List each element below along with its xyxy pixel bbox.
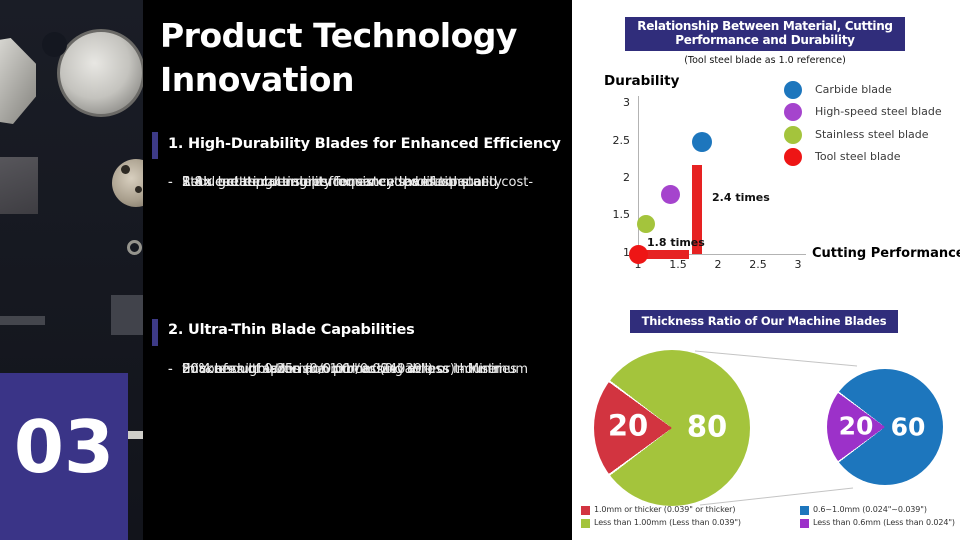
tool-steel-blade-dot — [628, 244, 648, 264]
section2-heading: 2. Ultra-Thin Blade Capabilities — [168, 322, 415, 338]
slide-title: Product Technology Innovation — [160, 16, 517, 99]
pie-legend-label: Less than 0.6mm (Less than 0.024") — [813, 518, 955, 527]
carbide-swatch — [784, 81, 802, 99]
legend-label: Tool steel blade — [815, 150, 901, 163]
page-number-block: 03 — [0, 373, 128, 540]
red-swatch — [581, 506, 590, 515]
y-tick: 3 — [623, 96, 630, 109]
hex-blade-photo — [0, 38, 36, 124]
x-tick: 1.5 — [669, 258, 687, 271]
green-swatch — [581, 519, 590, 528]
pie-value-20: 20 — [607, 408, 649, 443]
legend-label: Carbide blade — [815, 83, 892, 96]
section1-accent-bar — [152, 132, 158, 159]
bullet-text: 1.8× better cutting performance than too… — [182, 175, 493, 190]
pie-value-80: 80 — [686, 409, 728, 444]
y-tick: 2 — [623, 171, 630, 184]
bullet-text: 2.4× greater durability for extended lif… — [182, 175, 474, 190]
pie-chart-title: Thickness Ratio of Our Machine Blades — [630, 310, 898, 333]
pie-value-20: 20 — [838, 411, 874, 441]
pie-legend-label: Less than 1.00mm (Less than 0.039") — [594, 518, 741, 527]
bullet-text: Reduced replacement frequency saves time… — [182, 175, 534, 190]
thickness-pie-thin-breakdown: 20 60 — [827, 369, 943, 485]
circular-blade-photo — [57, 29, 143, 117]
pie-legend-label: 0.6~1.0mm (0.024"~0.039") — [813, 505, 927, 514]
section1-heading: 1. High-Durability Blades for Enhanced E… — [168, 136, 561, 152]
carbide-blade-dot — [692, 131, 712, 152]
stainless-steel-blade-dot — [637, 215, 655, 233]
annotation-2-4-times: 2.4 times — [712, 191, 770, 204]
scatter-chart-subtitle: (Tool steel blade as 1.0 reference) — [684, 55, 846, 66]
x-tick: 1 — [634, 258, 642, 271]
bullet-text: 20% are ultra-thin (0.6mm/0.024" or less… — [182, 362, 529, 377]
y-axis-label: Durability — [604, 73, 680, 89]
pie-value-60: 60 — [890, 412, 926, 442]
flange-hole — [121, 165, 130, 174]
pie-connector-lines — [694, 350, 858, 506]
bullet-text: 80% of our blades are 1.0mm (0.039") or … — [182, 362, 502, 377]
y-tick: 2.5 — [612, 134, 631, 147]
bullet-text: Enables high-precision processing across… — [182, 362, 517, 377]
horizontal-arrow-shaft — [645, 250, 689, 259]
y-tick: 1 — [623, 246, 630, 259]
tool-steel-swatch — [784, 148, 802, 166]
annotation-1-8-times: 1.8 times — [647, 236, 705, 249]
content-panel: Product Technology Innovation 1. High-Du… — [143, 0, 572, 540]
scatter-chart-title-line1: Relationship Between Material, Cutting — [637, 19, 893, 33]
y-axis-line — [638, 96, 639, 254]
flange-disc-photo — [112, 159, 143, 207]
square-plate-photo — [0, 157, 38, 214]
pie-legend-label: 1.0mm or thicker (0.039" or thicker) — [594, 505, 736, 514]
bullet-dash: - — [168, 362, 173, 377]
legend-label: High-speed steel blade — [815, 105, 942, 118]
bullet-dash: - — [168, 362, 173, 377]
thickness-pie-all-blades: 20 80 — [594, 350, 750, 506]
legend-label: Stainless steel blade — [815, 128, 929, 141]
scatter-chart-title: Relationship Between Material, Cutting P… — [625, 17, 905, 51]
high-speed-steel-blade-dot — [660, 184, 680, 204]
stainless-swatch — [784, 126, 802, 144]
y-tick: 1.5 — [612, 208, 631, 221]
metal-edge-photo — [126, 431, 143, 439]
bullet-text: thickness of 0.25mm/0.01" achievable — [182, 362, 433, 377]
bullet-dash: - — [168, 175, 173, 190]
purple-swatch — [800, 519, 809, 528]
charts-panel: Relationship Between Material, Cutting P… — [572, 0, 960, 540]
dark-block-photo — [111, 295, 143, 335]
small-ring-photo — [127, 240, 142, 255]
page-number: 03 — [13, 405, 115, 489]
blade-center-hole — [42, 32, 67, 57]
scatter-plot: 1 1.5 2 2.5 3 3 2.5 2 1.5 1 1.8 times 2.… — [572, 0, 960, 300]
bullet-dash: - — [168, 175, 173, 190]
bullet-text: Stable cutting ensures consistent produc… — [182, 175, 503, 190]
high-speed-swatch — [784, 103, 802, 121]
vertical-arrow-shaft — [692, 165, 702, 254]
x-tick: 2 — [714, 258, 722, 271]
section2-accent-bar — [152, 319, 158, 346]
flange-hole — [135, 186, 142, 193]
blue-swatch — [800, 506, 809, 515]
thin-blade-photo — [0, 316, 45, 325]
scatter-chart-title-line2: Performance and Durability — [675, 32, 855, 47]
x-axis-line — [638, 254, 806, 255]
x-tick: 2.5 — [749, 258, 767, 271]
x-tick: 3 — [794, 258, 802, 271]
bullet-dash: - — [168, 175, 173, 190]
bullet-dash: - — [168, 362, 173, 377]
x-axis-label: Cutting Performance — [812, 246, 960, 261]
